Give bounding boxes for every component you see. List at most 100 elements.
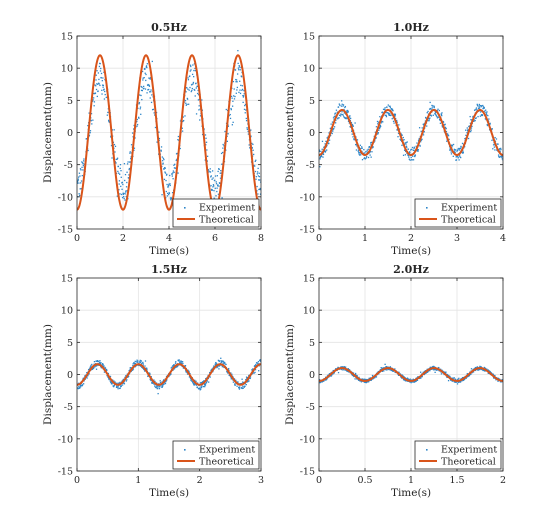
experiment-point <box>131 132 134 134</box>
experiment-point <box>323 380 325 382</box>
experiment-point <box>88 112 90 114</box>
experiment-point <box>119 381 121 384</box>
experiment-point <box>169 374 171 376</box>
experiment-point <box>411 146 414 149</box>
experiment-point <box>338 117 340 119</box>
experiment-point <box>476 103 478 106</box>
experiment-point <box>469 122 472 124</box>
experiment-point <box>438 118 441 121</box>
experiment-point <box>215 181 217 183</box>
experiment-point <box>101 89 103 91</box>
experiment-point <box>328 139 331 141</box>
experiment-point <box>494 149 496 151</box>
experiment-point <box>477 104 479 107</box>
experiment-point <box>327 374 329 376</box>
experiment-point <box>95 360 97 362</box>
experiment-point <box>446 140 448 142</box>
experiment-point <box>382 108 385 111</box>
experiment-point <box>346 111 348 114</box>
experiment-point <box>335 119 337 121</box>
legend-experiment-label: Experiment <box>441 445 497 456</box>
experiment-point <box>176 152 178 155</box>
experiment-point <box>209 376 211 378</box>
experiment-point <box>103 71 105 73</box>
experiment-point <box>194 89 196 91</box>
experiment-point <box>337 106 340 108</box>
experiment-point <box>216 366 218 369</box>
experiment-point <box>199 387 201 389</box>
x-tick-label: 1 <box>135 475 141 486</box>
experiment-point <box>332 373 334 375</box>
x-tick-label: 4 <box>500 233 506 244</box>
experiment-point <box>388 114 391 117</box>
experiment-point <box>212 177 214 179</box>
experiment-point <box>450 379 452 381</box>
experiment-point <box>242 95 244 97</box>
experiment-point <box>433 105 435 107</box>
experiment-point <box>386 369 388 371</box>
experiment-point <box>460 156 462 159</box>
experiment-point <box>258 365 260 367</box>
experiment-point <box>255 178 257 180</box>
experiment-point <box>400 132 402 135</box>
experiment-point <box>345 117 347 119</box>
experiment-point <box>149 91 151 93</box>
experiment-point <box>99 360 101 362</box>
experiment-point <box>102 84 105 87</box>
experiment-point <box>100 77 102 79</box>
experiment-point <box>217 184 219 186</box>
experiment-point <box>346 117 348 120</box>
experiment-point <box>250 129 252 131</box>
experiment-point <box>386 366 388 368</box>
experiment-point <box>189 86 191 89</box>
experiment-point <box>98 83 100 85</box>
experiment-point <box>485 113 488 115</box>
experiment-point <box>416 379 419 381</box>
experiment-point <box>159 381 162 384</box>
experiment-point <box>158 137 161 140</box>
experiment-point <box>487 369 489 371</box>
experiment-point <box>190 380 193 382</box>
experiment-point <box>139 94 141 96</box>
experiment-point <box>128 370 130 372</box>
experiment-point <box>398 128 401 130</box>
experiment-point <box>132 128 135 130</box>
experiment-point <box>171 365 174 367</box>
experiment-point <box>436 117 439 119</box>
experiment-point <box>419 145 421 147</box>
chart-title: 2.0Hz <box>393 263 429 276</box>
experiment-point <box>145 367 147 369</box>
experiment-point <box>140 363 143 365</box>
experiment-point <box>81 174 83 177</box>
experiment-point <box>163 158 165 161</box>
experiment-point <box>215 195 217 197</box>
experiment-point <box>187 79 190 81</box>
experiment-point <box>112 385 114 387</box>
experiment-point <box>204 383 206 385</box>
x-tick-label: 0 <box>316 233 322 244</box>
experiment-point <box>366 151 368 153</box>
experiment-point <box>347 370 349 373</box>
experiment-point <box>455 379 457 381</box>
experiment-point <box>475 107 478 109</box>
experiment-point <box>118 189 120 191</box>
experiment-point <box>110 382 112 384</box>
experiment-point <box>412 159 415 161</box>
experiment-point <box>254 371 256 374</box>
experiment-point <box>495 138 498 140</box>
data-layer <box>319 100 503 168</box>
x-tick-label: 2 <box>120 233 126 244</box>
experiment-point <box>248 380 250 382</box>
legend-experiment-marker <box>184 207 186 209</box>
y-tick-label: -15 <box>300 225 315 236</box>
experiment-point <box>227 372 229 374</box>
experiment-point <box>145 73 147 76</box>
experiment-point <box>151 108 154 111</box>
experiment-point <box>256 173 259 175</box>
experiment-point <box>242 96 245 98</box>
experiment-point <box>82 162 84 165</box>
experiment-point <box>161 381 163 383</box>
experiment-point <box>344 105 347 108</box>
experiment-point <box>383 370 385 372</box>
experiment-point <box>457 378 459 381</box>
